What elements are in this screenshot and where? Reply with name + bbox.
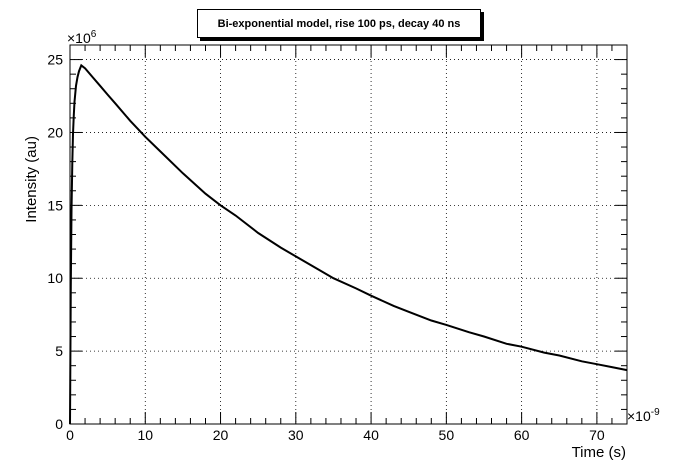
y-axis-label: Intensity (au) xyxy=(23,136,40,223)
y-tick-label: 0 xyxy=(55,416,63,432)
y-axis-multiplier: ×106 xyxy=(67,29,97,46)
y-tick-label: 20 xyxy=(47,124,63,140)
x-tick-label: 20 xyxy=(213,427,229,443)
series-line xyxy=(69,63,628,425)
x-tick-label: 30 xyxy=(288,427,304,443)
x-tick-label: 70 xyxy=(589,427,605,443)
x-tick-label: 0 xyxy=(66,427,74,443)
x-tick-label: 50 xyxy=(439,427,455,443)
x-tick-label: 40 xyxy=(363,427,379,443)
plot-frame xyxy=(69,44,628,425)
ticks xyxy=(69,44,628,425)
chart-title: Bi-exponential model, rise 100 ps, decay… xyxy=(197,9,481,38)
grid xyxy=(70,45,627,424)
x-tick-label: 10 xyxy=(137,427,153,443)
y-tick-label: 10 xyxy=(47,270,63,286)
x-axis-label: Time (s) xyxy=(572,444,626,461)
y-tick-label: 15 xyxy=(47,197,63,213)
y-tick-label: 25 xyxy=(47,52,63,68)
x-tick-label: 60 xyxy=(514,427,530,443)
x-axis-multiplier: ×10-9 xyxy=(627,407,660,424)
y-tick-label: 5 xyxy=(55,343,63,359)
tick-labels: 0 10 20 30 40 50 60 70 0 5 10 15 20 25 xyxy=(47,52,604,443)
